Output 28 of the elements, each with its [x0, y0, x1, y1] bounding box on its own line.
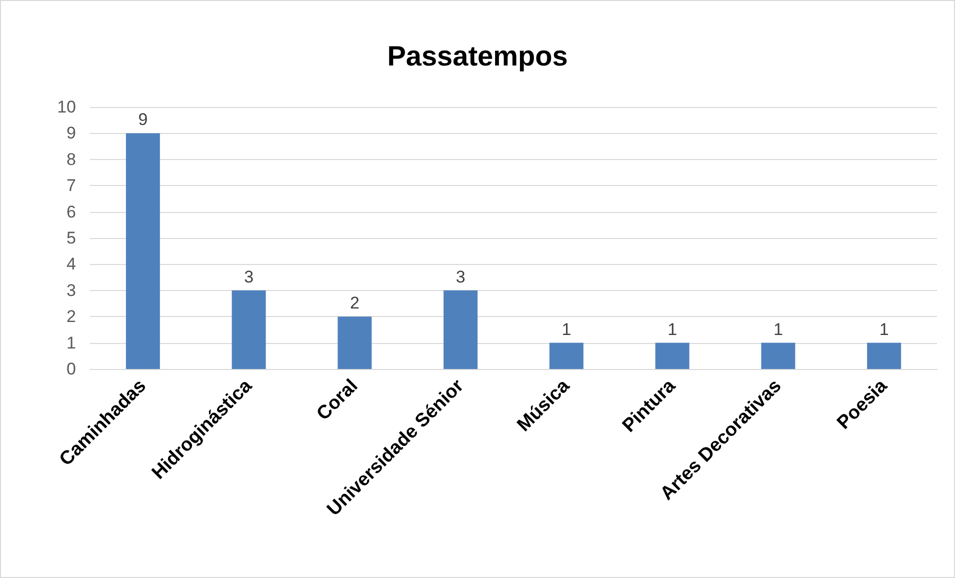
data-label: 1 [668, 320, 678, 339]
bar [549, 342, 584, 369]
bar [655, 342, 690, 369]
y-tick-label: 0 [66, 360, 76, 378]
y-tick-label: 2 [66, 307, 76, 326]
data-label: 1 [879, 320, 889, 339]
y-tick-label: 9 [66, 124, 76, 143]
data-label: 2 [350, 294, 360, 313]
bar [338, 316, 372, 369]
y-tick-label: 6 [66, 202, 76, 222]
y-tick-label: 7 [66, 176, 76, 196]
y-tick-label: 10 [57, 98, 76, 116]
y-tick-label: 5 [66, 228, 76, 248]
data-label: 3 [456, 267, 466, 286]
y-tick-label: 8 [66, 150, 76, 169]
data-label: 1 [562, 320, 572, 339]
data-label: 3 [244, 267, 254, 286]
bar [126, 133, 160, 369]
y-tick-label: 4 [66, 254, 76, 274]
bar [232, 290, 266, 369]
data-label: 1 [773, 320, 783, 339]
data-label: 9 [138, 110, 148, 130]
bar [444, 290, 478, 369]
y-tick-label: 3 [66, 280, 76, 300]
chart-title: Passatempos [387, 40, 568, 72]
y-tick-label: 1 [66, 333, 76, 352]
bar [867, 342, 902, 369]
bar [761, 342, 796, 369]
